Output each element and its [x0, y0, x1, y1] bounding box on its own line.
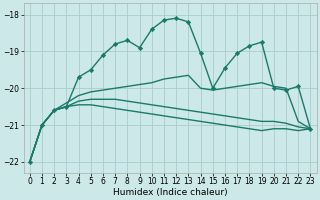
- X-axis label: Humidex (Indice chaleur): Humidex (Indice chaleur): [113, 188, 228, 197]
